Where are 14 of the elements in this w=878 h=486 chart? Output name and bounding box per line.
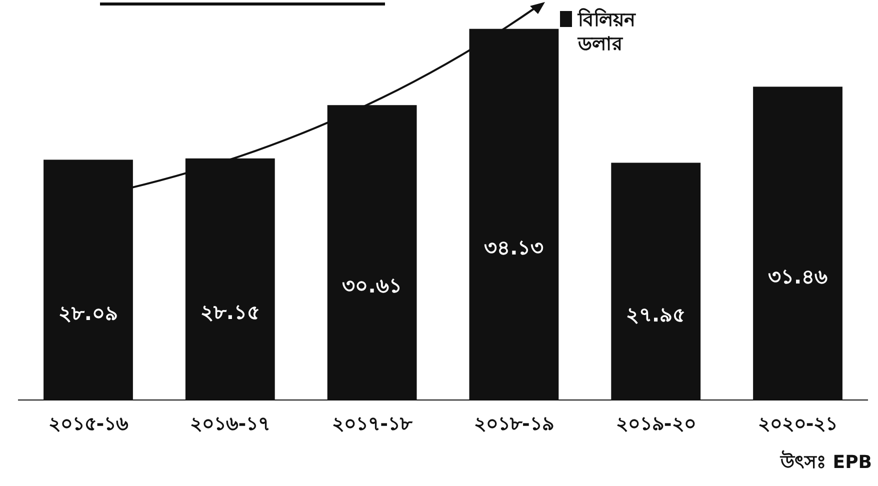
x-tick-label: ২০২০-২১ bbox=[758, 413, 838, 435]
x-tick-label: ২০১৮-১৯ bbox=[474, 413, 554, 435]
data-label: ২৭.৯৫ bbox=[626, 302, 686, 326]
x-tick-label: ২০১৬-১৭ bbox=[190, 413, 270, 435]
x-tick-label: ২০১৫-১৬ bbox=[48, 413, 130, 435]
data-label: ৩৪.১৩ bbox=[484, 235, 544, 260]
x-tick-label: ২০১৭-১৮ bbox=[332, 413, 413, 435]
legend-label: বিলিয়ন ডলার bbox=[577, 8, 636, 55]
text: উৎসঃ EPB bbox=[780, 450, 872, 473]
data-label: ৩১.৪৬ bbox=[768, 264, 828, 288]
data-label: ৩০.৬১ bbox=[342, 274, 402, 298]
data-label: ২৮.১৫ bbox=[200, 300, 260, 324]
data-label: ২৮.০৯ bbox=[58, 300, 118, 325]
x-tick-label: ২০১৯-২০ bbox=[616, 413, 696, 435]
